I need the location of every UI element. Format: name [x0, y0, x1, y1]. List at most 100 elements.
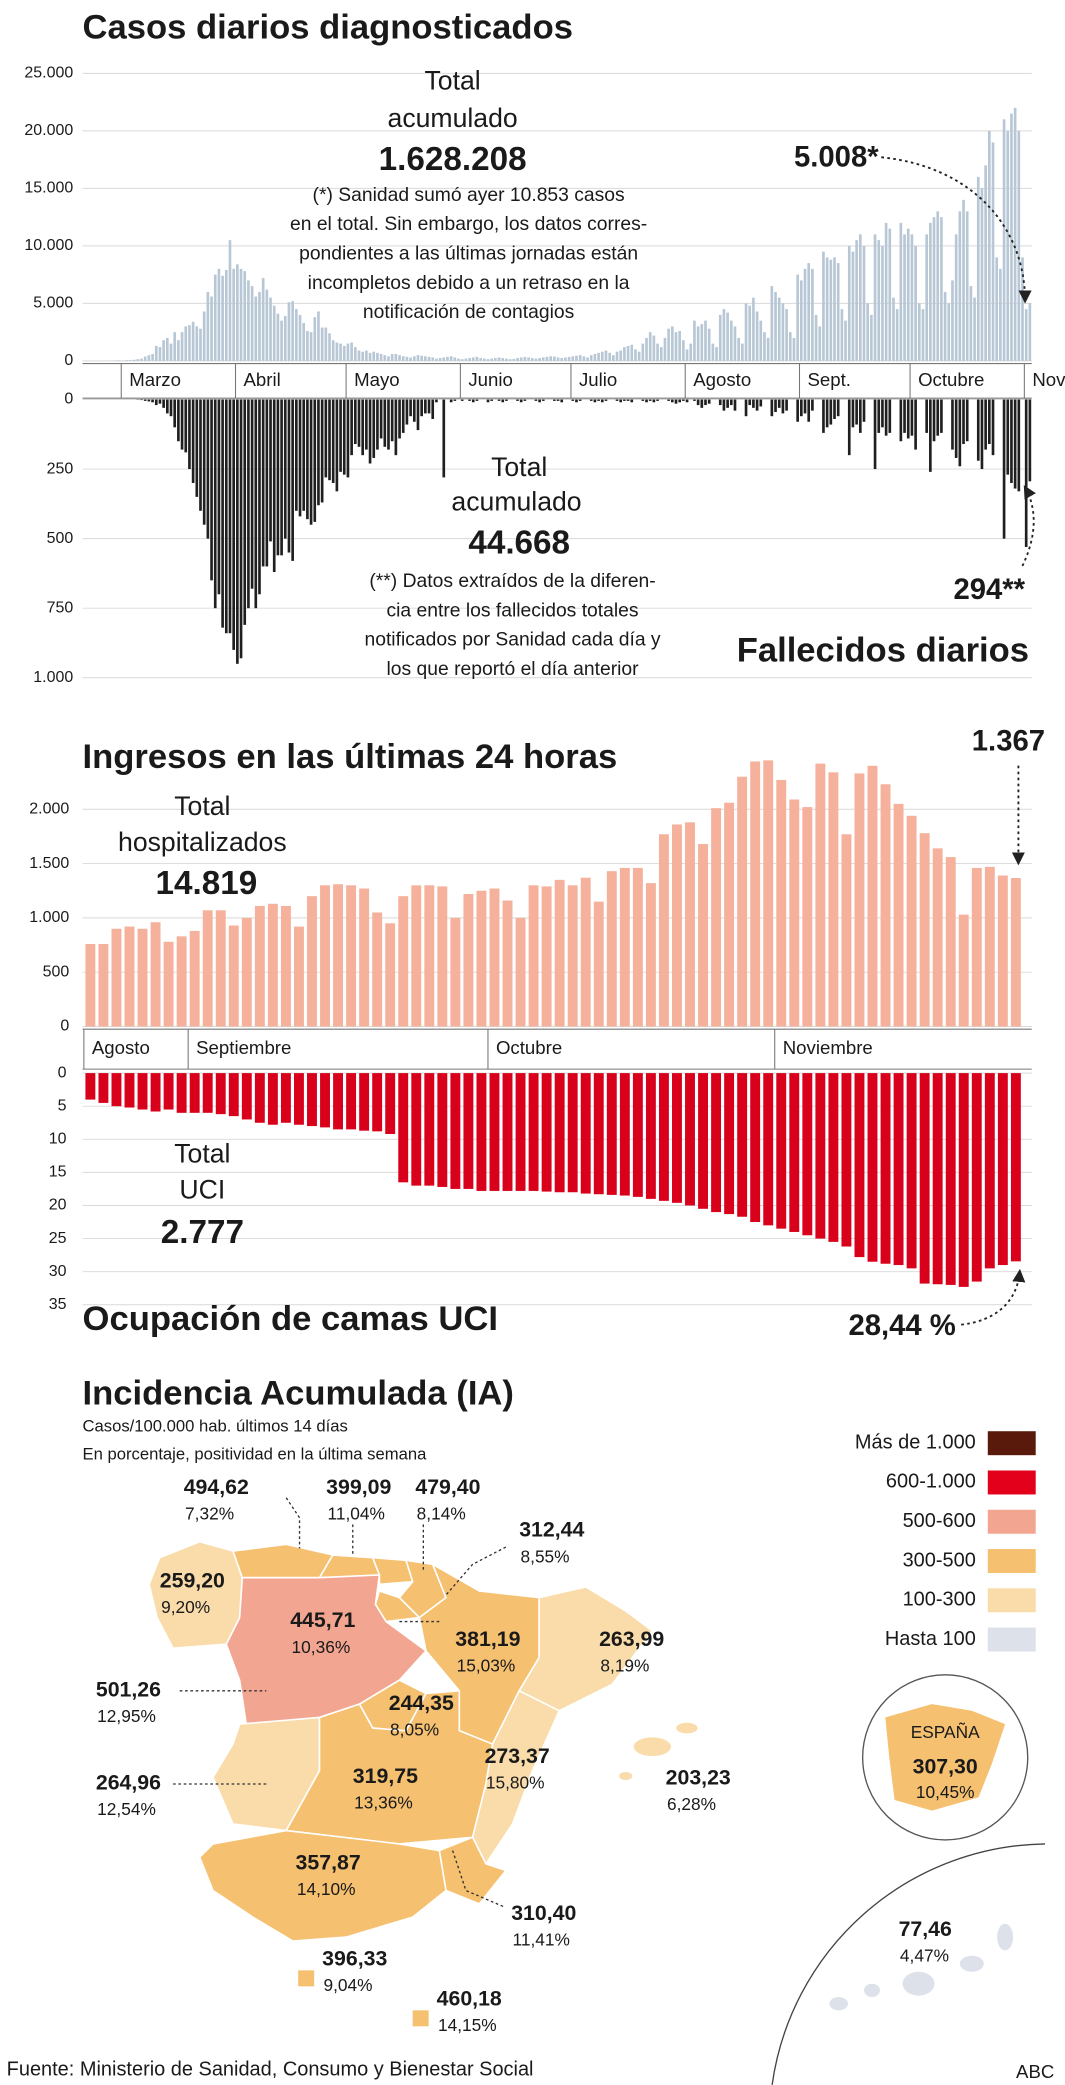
bar: [980, 399, 984, 470]
bar: [962, 399, 965, 445]
bar: [320, 399, 324, 503]
bar: [486, 359, 490, 361]
bar: [162, 399, 165, 408]
bar: [1028, 303, 1032, 361]
region: [902, 1971, 935, 1996]
bar: [645, 883, 656, 1027]
bar: [195, 326, 199, 361]
bar: [353, 347, 357, 361]
bar: [401, 356, 405, 361]
bar: [984, 399, 987, 450]
region-value: 203,23: [666, 1765, 731, 1789]
chart: 0 5.000 10.000 15.000 20.000 25.000 Marzo Abril…: [24, 9, 1065, 399]
bar: [748, 305, 752, 361]
bar: [1017, 399, 1021, 492]
bar: [729, 399, 733, 406]
bar: [597, 399, 600, 401]
bar: [589, 399, 593, 401]
region-value: 319,75: [353, 1764, 418, 1788]
bar: [534, 399, 538, 401]
region-value: 263,99: [599, 1627, 664, 1651]
bar: [189, 1073, 200, 1113]
bar: [867, 1073, 878, 1262]
bar: [1024, 399, 1028, 547]
bar: [372, 399, 376, 458]
bar: [431, 399, 435, 419]
bar: [98, 943, 109, 1027]
bar: [545, 356, 549, 361]
bar: [802, 807, 813, 1027]
bar: [678, 399, 682, 403]
bar: [593, 901, 604, 1027]
bar: [385, 923, 396, 1027]
bar: [361, 351, 365, 361]
spain-label: ESPAÑA: [911, 1722, 980, 1742]
bar: [815, 1073, 826, 1239]
bar: [224, 399, 228, 634]
bar: [873, 234, 877, 361]
bar: [674, 399, 678, 404]
bar: [372, 1073, 383, 1132]
bar: [213, 399, 217, 609]
region-value: 273,37: [485, 1744, 550, 1768]
bar: [280, 399, 283, 556]
region-value: 264,96: [96, 1771, 161, 1795]
bar: [884, 222, 888, 361]
region-value: 244,35: [389, 1691, 454, 1715]
bar: [648, 399, 652, 401]
bar: [980, 188, 984, 361]
bar: [556, 399, 560, 401]
bar: [463, 893, 474, 1027]
bar: [737, 1073, 748, 1217]
region-pct: 15,80%: [486, 1773, 545, 1793]
bar: [265, 289, 269, 361]
bar: [781, 303, 785, 361]
bar: [1002, 119, 1006, 361]
bar: [658, 1073, 669, 1201]
bar: [567, 885, 578, 1027]
bar: [858, 399, 862, 433]
bar: [580, 1073, 591, 1194]
bar: [541, 1073, 552, 1192]
bar: [346, 885, 357, 1027]
bar: [822, 399, 825, 433]
bar: [357, 399, 361, 447]
bar: [335, 342, 339, 361]
bar: [667, 328, 670, 361]
bar: [241, 917, 252, 1027]
region-pct: 14,15%: [438, 2015, 497, 2035]
bar: [158, 347, 162, 361]
bar: [672, 1073, 682, 1203]
chart: 0 250 500 750 1.000 Fallecidos diarios Total ac…: [33, 391, 1032, 686]
region-pct: 8,55%: [521, 1546, 570, 1566]
bar: [774, 399, 777, 413]
region-pct: 9,04%: [323, 1975, 372, 1995]
bar: [606, 1073, 617, 1195]
bar: [615, 399, 619, 401]
bar: [398, 399, 401, 439]
bar: [696, 326, 700, 361]
bar: [202, 399, 206, 525]
bar: [280, 320, 283, 361]
bar: [306, 330, 309, 361]
x-tick-label: Nov.: [1032, 369, 1065, 390]
bar: [965, 399, 969, 442]
region-pct: 12,54%: [97, 1799, 156, 1819]
bar: [501, 358, 505, 361]
bar: [460, 359, 464, 361]
bar: [932, 848, 943, 1027]
bar: [516, 358, 519, 361]
bar: [984, 1073, 995, 1269]
y-tick-label: 500: [43, 963, 70, 980]
bar: [137, 928, 148, 1027]
brand: ABC: [1016, 2061, 1054, 2082]
bar: [199, 328, 202, 361]
bar: [424, 356, 427, 361]
bar: [1024, 309, 1028, 361]
bar: [287, 302, 291, 361]
bar: [1010, 399, 1013, 483]
bar: [606, 871, 617, 1027]
bar: [726, 399, 729, 408]
bar: [899, 222, 903, 361]
legend-swatch: [987, 1549, 1036, 1574]
